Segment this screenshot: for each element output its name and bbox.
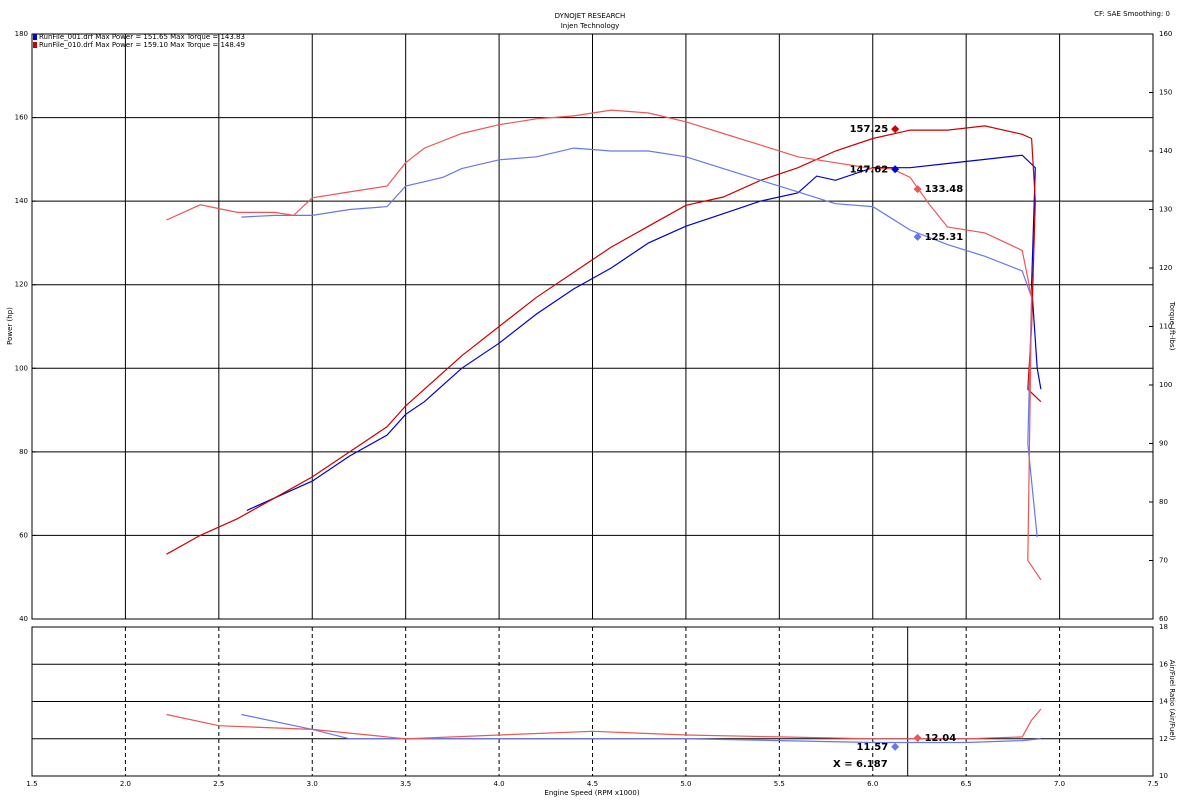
x-tick-label: 4.0: [494, 780, 505, 788]
y2-tick-label: 160: [1159, 30, 1172, 38]
y2-tick-label: 80: [1159, 498, 1168, 506]
x-tick-label: 3.0: [307, 780, 318, 788]
y-tick-label: 120: [15, 281, 28, 289]
x-tick-label: 4.5: [587, 780, 598, 788]
y-tick-label: 10: [1159, 772, 1168, 780]
series-line: [246, 154, 1042, 511]
legend-label: RunFile_010.drf Max Power = 159.10 Max T…: [39, 41, 245, 49]
x-tick-label: 5.0: [680, 780, 691, 788]
x-tick-label: 6.0: [867, 780, 878, 788]
legend-swatch: [33, 34, 37, 40]
legend-swatch: [33, 42, 37, 48]
x-tick-label: 2.5: [213, 780, 224, 788]
annotation-marker: [913, 185, 922, 194]
y-tick-label: 100: [15, 364, 28, 372]
y2-tick-label: 100: [1159, 381, 1172, 389]
y-tick-label: 14: [1159, 698, 1168, 706]
x-tick-label: 5.5: [774, 780, 785, 788]
afr-axis-label: Air/Fuel Ratio (Air/Fuel): [1168, 660, 1176, 741]
x-tick-label: 2.0: [120, 780, 131, 788]
cursor-label: X = 6.187: [833, 759, 888, 770]
annotation-label: 147.62: [850, 164, 889, 175]
y-axis-label: Power (hp): [6, 307, 14, 345]
x-tick-label: 3.5: [400, 780, 411, 788]
series-line: [241, 147, 1038, 538]
y2-axis-label: Torque (ft-lbs): [1168, 301, 1176, 351]
y-tick-label: 16: [1159, 660, 1168, 668]
y2-tick-label: 140: [1159, 147, 1172, 155]
annotation-marker: [891, 165, 900, 174]
y2-tick-label: 60: [1159, 615, 1168, 623]
y2-tick-label: 110: [1159, 323, 1172, 331]
y2-tick-label: 90: [1159, 440, 1168, 448]
series-line: [166, 109, 1042, 581]
annotation-label: 157.25: [850, 124, 889, 135]
series-line: [166, 708, 1042, 740]
annotation-label: 133.48: [925, 184, 964, 195]
x-tick-label: 1.5: [26, 780, 37, 788]
series-line: [166, 125, 1042, 555]
annotation-label: 125.31: [925, 232, 964, 243]
series-line: [241, 713, 1041, 744]
legend-label: RunFile_001.drf Max Power = 151.65 Max T…: [39, 33, 245, 41]
y2-tick-label: 150: [1159, 89, 1172, 97]
y-tick-label: 12: [1159, 735, 1168, 743]
y-tick-label: 60: [19, 531, 28, 539]
y2-tick-label: 120: [1159, 264, 1172, 272]
annotation-marker: [891, 742, 900, 751]
annotation-marker: [891, 125, 900, 134]
annotation-label: 12.04: [925, 733, 957, 744]
y-tick-label: 40: [19, 615, 28, 623]
x-tick-label: 7.0: [1054, 780, 1065, 788]
y-tick-label: 18: [1159, 623, 1168, 631]
y-tick-label: 80: [19, 448, 28, 456]
annotation-marker: [913, 734, 922, 743]
y2-tick-label: 70: [1159, 557, 1168, 565]
x-axis-label: Engine Speed (RPM x1000): [544, 789, 639, 797]
corner-note: CF: SAE Smoothing: 0: [1094, 10, 1170, 18]
annotation-label: 11.57: [857, 742, 889, 753]
chart-title: DYNOJET RESEARCH: [555, 12, 626, 20]
annotation-marker: [913, 232, 922, 241]
y-tick-label: 140: [15, 197, 28, 205]
chart-subtitle: Injen Technology: [561, 22, 620, 30]
y-tick-label: 160: [15, 114, 28, 122]
x-tick-label: 7.5: [1147, 780, 1158, 788]
x-tick-label: 6.5: [961, 780, 972, 788]
y2-tick-label: 130: [1159, 206, 1172, 214]
y-tick-label: 180: [15, 30, 28, 38]
